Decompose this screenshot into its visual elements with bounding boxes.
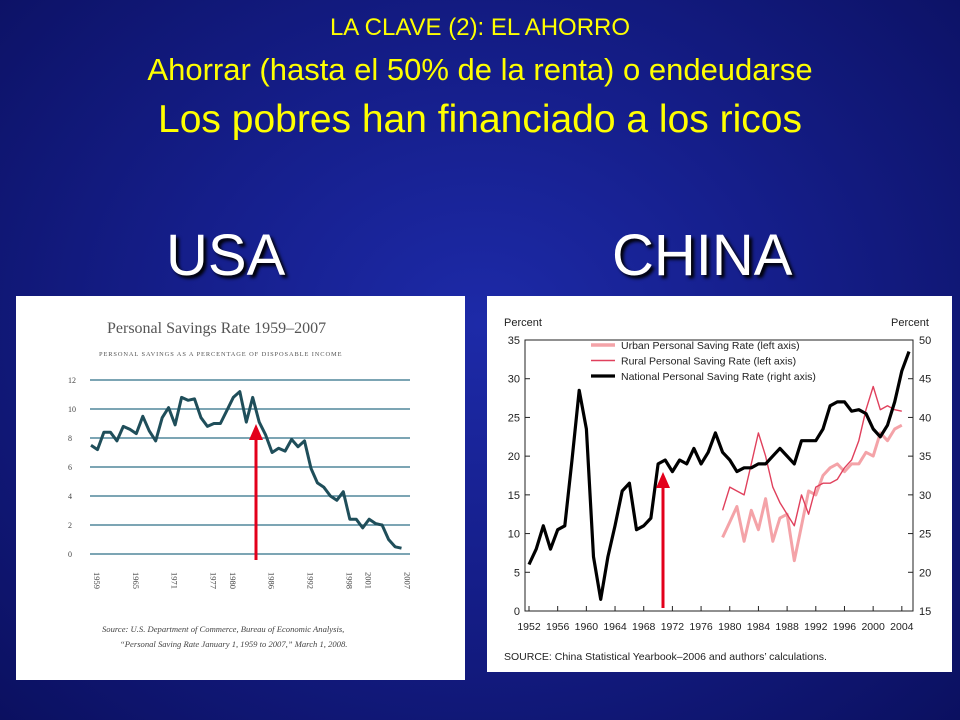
slide-title-line1: LA CLAVE (2): EL AHORRO — [329, 14, 631, 41]
usa-xtick-label: 2007 — [403, 572, 413, 589]
china-right-axis-label: Percent — [891, 317, 929, 329]
china-left-tick-label: 20 — [508, 451, 520, 463]
usa-xtick-label: 1977 — [208, 572, 218, 589]
usa-xtick-label: 1971 — [170, 572, 180, 589]
china-xtick-label: 1992 — [804, 621, 828, 633]
china-legend: Urban Personal Saving Rate (left axis) Ru… — [591, 340, 816, 383]
usa-ytick-label: 2 — [68, 521, 72, 530]
china-right-tick-label: 15 — [919, 606, 931, 618]
slide-title-line3: Los pobres han financiado a los ricos — [158, 98, 802, 141]
china-xtick-label: 1956 — [546, 621, 570, 633]
china-xtick-label: 1976 — [689, 621, 713, 633]
china-left-tick-label: 25 — [508, 412, 520, 424]
usa-ytick-label: 12 — [68, 376, 76, 385]
usa-chart-title: Personal Savings Rate 1959–2007 — [107, 320, 326, 337]
usa-xtick-label: 1986 — [267, 572, 277, 589]
china-source: SOURCE: China Statistical Yearbook–2006 … — [504, 651, 827, 663]
china-xtick-label: 1960 — [575, 621, 599, 633]
china-left-tick-label: 10 — [508, 529, 520, 541]
usa-ytick-label: 10 — [68, 405, 76, 414]
usa-xtick-label: 1992 — [305, 572, 315, 589]
usa-chart-subtitle: PERSONAL SAVINGS AS A PERCENTAGE OF DISP… — [99, 351, 342, 358]
usa-xtick-label: 1965 — [131, 572, 141, 589]
china-xtick-label: 1988 — [775, 621, 799, 633]
china-rural-line — [721, 385, 902, 527]
usa-ytick-label: 4 — [68, 492, 72, 501]
china-right-tick-label: 40 — [919, 412, 931, 424]
usa-xtick-label: 1980 — [228, 572, 238, 589]
usa-ytick-label: 0 — [68, 550, 72, 559]
usa-source-line2: “Personal Saving Rate January 1, 1959 to… — [120, 639, 347, 649]
china-xtick-label: 2004 — [890, 621, 914, 633]
china-left-tick-label: 30 — [508, 374, 520, 386]
china-left-tick-label: 35 — [508, 335, 520, 347]
slide-title-line2: Ahorrar (hasta el 50% de la renta) o end… — [147, 52, 813, 87]
china-right-tick-label: 35 — [919, 451, 931, 463]
usa-source-line1: Source: U.S. Department of Commerce, Bur… — [102, 624, 344, 634]
china-xtick-label: 1972 — [661, 621, 685, 633]
china-left-tick-label: 5 — [514, 567, 520, 579]
china-chart-panel: Percent Percent 0 5 10 15 20 25 30 35 15 20 25 30 3… — [487, 296, 952, 672]
china-legend-label: Urban Personal Saving Rate (left axis) — [621, 340, 800, 352]
china-xtick-label: 1968 — [632, 621, 656, 633]
china-legend-label: National Personal Saving Rate (right axi… — [621, 371, 816, 383]
china-right-tick-label: 25 — [919, 529, 931, 541]
china-right-tick-label: 20 — [919, 567, 931, 579]
china-xtick-label: 2000 — [861, 621, 885, 633]
usa-ytick-label: 6 — [68, 463, 72, 472]
china-plot-frame — [524, 339, 914, 612]
usa-xtick-label: 1959 — [92, 572, 102, 589]
usa-label: USA — [166, 223, 286, 288]
usa-xtick-label: 2001 — [364, 572, 374, 589]
china-label: CHINA — [612, 223, 793, 288]
china-right-tick-label: 45 — [919, 374, 931, 386]
china-left-axis-label: Percent — [504, 317, 542, 329]
usa-ytick-label: 8 — [68, 434, 72, 443]
china-savings-chart: Percent Percent 0 5 10 15 20 25 30 35 15 20 25 30 3… — [504, 317, 931, 663]
usa-savings-chart: Personal Savings Rate 1959–2007 PERSONAL… — [68, 320, 413, 649]
usa-xtick-label: 1998 — [344, 572, 354, 589]
usa-savings-line — [90, 390, 402, 550]
china-right-tick-label: 30 — [919, 490, 931, 502]
china-right-tick-label: 50 — [919, 335, 931, 347]
china-left-tick-label: 15 — [508, 490, 520, 502]
china-xtick-label: 1984 — [747, 621, 771, 633]
china-xtick-label: 1964 — [603, 621, 627, 633]
china-legend-label: Rural Personal Saving Rate (left axis) — [621, 356, 796, 368]
china-xtick-label: 1952 — [517, 621, 541, 633]
china-national-line — [527, 351, 911, 601]
china-left-tick-label: 0 — [514, 606, 520, 618]
china-xtick-label: 1980 — [718, 621, 742, 633]
china-xtick-label: 1996 — [833, 621, 857, 633]
usa-chart-panel: Personal Savings Rate 1959–2007 PERSONAL… — [16, 296, 465, 680]
china-urban-line — [721, 423, 903, 563]
